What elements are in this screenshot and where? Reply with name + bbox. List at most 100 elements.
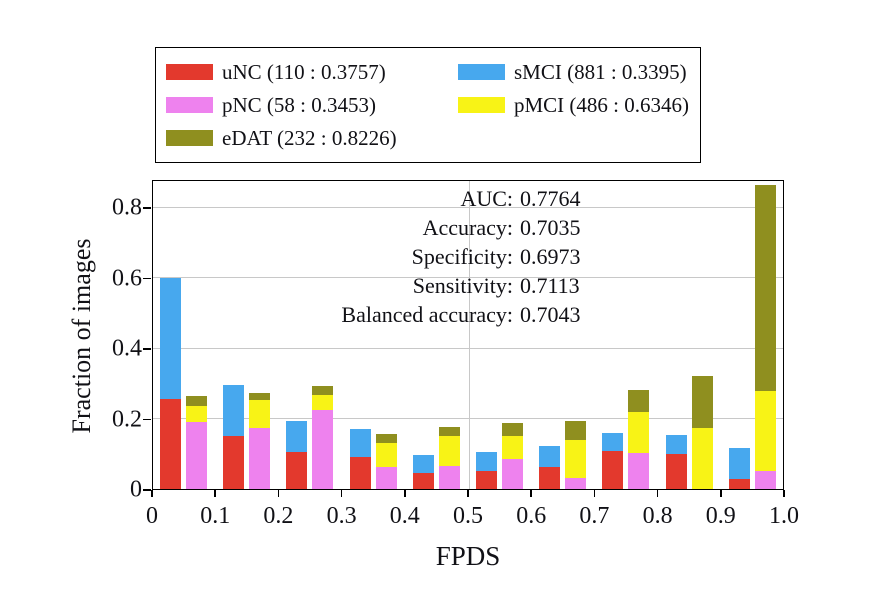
x-tick-0.6: [530, 490, 532, 497]
x-tick-0.7: [593, 490, 596, 497]
y-tick-0.6: [143, 277, 151, 280]
x-tick-0.4: [404, 490, 406, 497]
x-tick-0.8: [656, 490, 659, 497]
bar-pNC-bin7: [628, 453, 650, 489]
bar-pNC-bin0: [186, 422, 207, 489]
stat-balanced-accuracy-label: Balanced accuracy:: [341, 302, 513, 327]
stat-auc-label: AUC:: [460, 186, 513, 211]
bar-eDAT-bin8: [691, 375, 713, 429]
legend-swatch-uNC-icon: [166, 64, 213, 80]
stat-sensitivity-value: 0.7113: [520, 273, 580, 298]
stat-specificity-label: Specificity:: [411, 244, 513, 269]
stats-block: AUC: 0.7764 Accuracy: 0.7035 Specificity…: [331, 184, 602, 329]
x-tick-0: [151, 490, 153, 497]
y-tick-0: [143, 489, 151, 491]
stat-accuracy-label: Accuracy:: [422, 215, 513, 240]
gridline-x-0.5: [468, 181, 470, 489]
bar-pNC-bin2: [312, 409, 334, 489]
bar-pNC-bin4: [438, 466, 460, 489]
bar-sMCI-bin7: [602, 433, 624, 451]
bar-uNC-bin8: [665, 453, 687, 489]
bar-uNC-bin5: [476, 470, 497, 489]
bar-uNC-bin3: [349, 457, 371, 489]
bar-uNC-bin0: [160, 399, 181, 489]
bar-pMCI-bin7: [628, 411, 650, 454]
gridline-y-0.6: [153, 277, 783, 279]
x-tick-1.0: [783, 490, 785, 497]
x-tick-label-1.0: 1.0: [769, 503, 799, 529]
stat-specificity: Specificity: 0.6973: [331, 242, 602, 271]
bar-uNC-bin1: [223, 436, 245, 489]
legend-swatch-pNC-icon: [166, 97, 213, 113]
legend-swatch-pMCI-icon: [458, 97, 505, 113]
stat-balanced-accuracy: Balanced accuracy: 0.7043: [331, 300, 602, 329]
bar-uNC-bin7: [602, 450, 624, 489]
bar-pMCI-bin3: [375, 443, 397, 468]
bar-pNC-bin6: [565, 478, 587, 489]
x-tick-label-0.5: 0.5: [453, 503, 483, 529]
bar-sMCI-bin3: [349, 429, 371, 458]
bar-sMCI-bin0: [160, 277, 181, 400]
legend-item-pMCI: pMCI (486 : 0.6346): [458, 89, 690, 122]
legend-label-eDAT: eDAT (232 : 0.8226): [222, 125, 397, 150]
legend: uNC (110 : 0.3757) sMCI (881 : 0.3395) p…: [155, 47, 701, 163]
x-tick-label-0: 0: [146, 503, 158, 529]
legend-item-sMCI: sMCI (881 : 0.3395): [458, 56, 690, 89]
bar-sMCI-bin4: [412, 454, 434, 474]
bar-uNC-bin4: [412, 473, 434, 489]
y-tick-0.2: [143, 418, 151, 421]
x-tick-label-0.6: 0.6: [516, 503, 547, 529]
bar-pMCI-bin1: [249, 400, 271, 429]
bar-pMCI-bin9: [754, 391, 776, 472]
y-tick-label-0.2: 0.2: [112, 406, 142, 433]
legend-item-uNC: uNC (110 : 0.3757): [166, 56, 458, 89]
bar-eDAT-bin2: [312, 386, 334, 395]
x-tick-0.9: [720, 490, 722, 497]
x-tick-0.1: [214, 490, 216, 497]
bar-pMCI-bin5: [502, 436, 523, 459]
bar-uNC-bin2: [286, 452, 308, 489]
y-tick-label-0.8: 0.8: [112, 194, 142, 221]
bar-pMCI-bin2: [312, 394, 334, 410]
x-tick-label-0.1: 0.1: [200, 503, 231, 529]
bar-eDAT-bin7: [628, 389, 650, 412]
legend-swatch-eDAT-icon: [166, 130, 213, 146]
x-tick-label-0.8: 0.8: [642, 503, 673, 529]
bar-sMCI-bin5: [476, 452, 497, 471]
legend-item-pNC: pNC (58 : 0.3453): [166, 89, 458, 122]
bar-pMCI-bin0: [186, 406, 207, 423]
bar-eDAT-bin1: [249, 393, 271, 401]
bar-uNC-bin9: [728, 479, 750, 489]
bar-eDAT-bin3: [375, 434, 397, 444]
bar-eDAT-bin6: [565, 421, 587, 441]
bar-eDAT-bin5: [502, 422, 523, 437]
stat-auc-value: 0.7764: [520, 186, 581, 211]
bar-uNC-bin6: [539, 467, 561, 489]
bar-sMCI-bin8: [665, 435, 687, 454]
stat-sensitivity: Sensitivity: 0.7113: [331, 271, 602, 300]
stat-sensitivity-label: Sensitivity:: [412, 273, 513, 298]
bar-sMCI-bin9: [728, 448, 750, 480]
bar-pNC-bin5: [502, 458, 523, 489]
y-tick-0.4: [143, 348, 151, 350]
bar-sMCI-bin6: [539, 446, 561, 468]
y-tick-0.8: [143, 207, 151, 209]
x-tick-label-0.9: 0.9: [705, 503, 736, 529]
bar-pMCI-bin8: [691, 428, 713, 489]
gridline-y-0.8: [153, 206, 783, 208]
plot-area: AUC: 0.7764 Accuracy: 0.7035 Specificity…: [152, 180, 784, 490]
bar-pNC-bin1: [249, 428, 271, 489]
bar-sMCI-bin1: [223, 385, 245, 437]
legend-item-eDAT: eDAT (232 : 0.8226): [166, 122, 458, 155]
x-tick-label-0.4: 0.4: [389, 503, 420, 529]
stat-balanced-accuracy-value: 0.7043: [520, 302, 581, 327]
bar-pMCI-bin4: [438, 436, 460, 467]
bar-eDAT-bin4: [438, 427, 460, 437]
gridline-y-0.4: [153, 347, 783, 349]
bar-eDAT-bin0: [186, 395, 207, 407]
legend-label-pMCI: pMCI (486 : 0.6346): [514, 92, 689, 117]
stat-accuracy-value: 0.7035: [520, 215, 581, 240]
x-tick-0.3: [340, 490, 343, 497]
x-tick-label-0.7: 0.7: [579, 503, 610, 529]
